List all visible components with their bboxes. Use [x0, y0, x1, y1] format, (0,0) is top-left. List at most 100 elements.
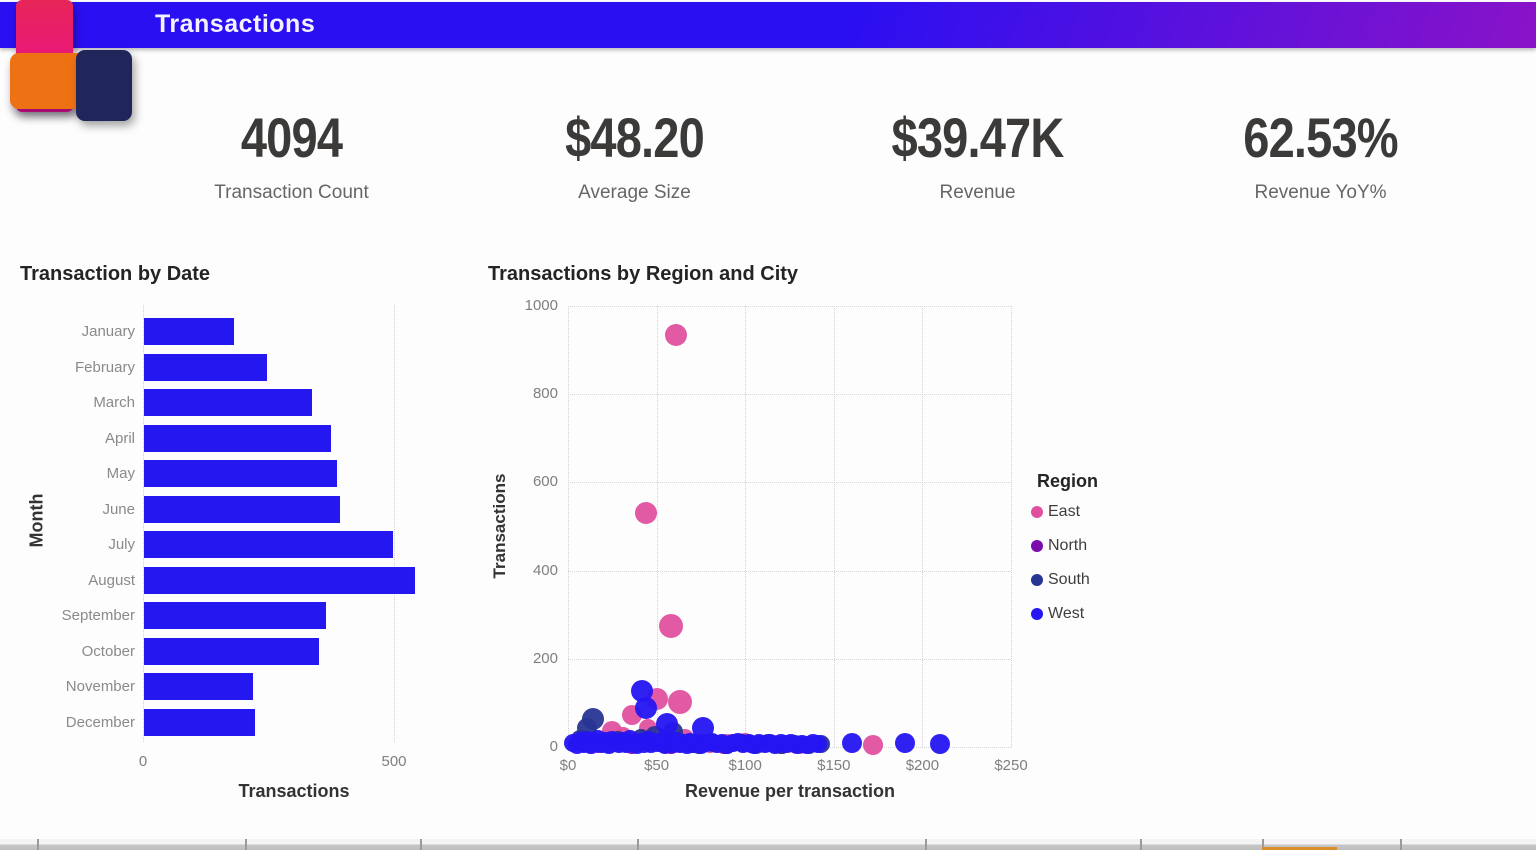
scatter-h-gridline: [568, 570, 1011, 572]
bar-gridline: [394, 305, 395, 742]
scatter-point-west[interactable]: [841, 733, 862, 754]
legend-dot-west: [1031, 608, 1043, 620]
scatter-x-tick: $150: [817, 757, 851, 774]
month-label-may: May: [106, 465, 135, 482]
legend-dot-east: [1031, 506, 1043, 518]
bar-chart-x-axis-title: Transactions: [238, 781, 350, 801]
bar-october[interactable]: [144, 637, 319, 665]
footer-divider: [420, 839, 422, 850]
bar-june[interactable]: [144, 495, 340, 523]
legend-label: West: [1048, 605, 1085, 622]
scatter-point-east[interactable]: [634, 502, 657, 525]
month-label-september: September: [61, 607, 135, 624]
logo-navy-tile: [76, 50, 132, 121]
footer-strip: [0, 839, 1536, 850]
page-title: Transactions: [155, 10, 316, 38]
kpi-card-revenue-yoy[interactable]: 62.53% Revenue YoY%: [1149, 100, 1492, 220]
scatter-x-tick: $250: [994, 757, 1028, 774]
scatter-h-gridline: [568, 482, 1011, 484]
scatter-x-tick: $200: [905, 757, 940, 774]
kpi-card-transaction-count[interactable]: 4094 Transaction Count: [120, 100, 463, 220]
scatter-chart-title: Transactions by Region and City: [488, 263, 799, 285]
month-label-march: March: [93, 394, 135, 411]
scatter-point-west[interactable]: [634, 697, 657, 720]
legend-dot-north: [1031, 540, 1043, 552]
footer-divider: [1400, 839, 1402, 850]
scatter-point-west[interactable]: [656, 712, 679, 735]
bar-january[interactable]: [144, 318, 235, 345]
scatter-point-east[interactable]: [862, 734, 883, 755]
scatter-y-tick: 400: [532, 561, 558, 579]
header-bar: Transactions: [0, 2, 1536, 48]
scatter-y-tick: 1000: [524, 297, 558, 314]
footer-divider: [637, 839, 639, 850]
month-label-february: February: [74, 358, 135, 376]
kpi-label: Transaction Count: [214, 182, 369, 203]
kpi-label: Revenue: [939, 182, 1016, 203]
month-label-october: October: [81, 642, 135, 660]
kpi-label: Average Size: [578, 182, 691, 203]
scatter-point-west[interactable]: [808, 735, 827, 754]
month-label-november: November: [65, 678, 135, 695]
scatter-y-tick: 0: [549, 738, 558, 755]
scatter-point-east[interactable]: [665, 323, 688, 346]
scatter-v-gridline: [745, 306, 747, 747]
legend-label: North: [1048, 537, 1088, 554]
scatter-x-tick: $100: [728, 757, 762, 774]
scatter-y-tick: 200: [532, 649, 558, 667]
scatter-h-gridline: [568, 306, 1011, 307]
kpi-value: 62.53%: [1243, 106, 1398, 169]
kpi-value: 4094: [240, 106, 343, 169]
scatter-x-tick: $50: [644, 757, 670, 774]
month-label-august: August: [88, 571, 135, 589]
bar-september[interactable]: [144, 602, 327, 629]
bar-x-tick: 500: [381, 753, 407, 770]
kpi-card-average-size[interactable]: $48.20 Average Size: [463, 100, 806, 220]
legend-item-south[interactable]: South: [1031, 569, 1090, 591]
scatter-y-axis-title: Transactions: [490, 473, 509, 579]
month-label-april: April: [104, 429, 135, 447]
footer-divider: [37, 839, 39, 850]
kpi-card-revenue[interactable]: $39.47K Revenue: [806, 100, 1149, 220]
kpi-value: $39.47K: [891, 106, 1065, 169]
bar-december[interactable]: [144, 708, 255, 736]
bar-february[interactable]: [144, 353, 267, 381]
scatter-v-gridline: [568, 306, 569, 747]
scatter-x-tick: $0: [559, 757, 577, 774]
legend-title: Region: [1037, 471, 1098, 491]
scatter-v-gridline: [922, 306, 924, 747]
bar-x-tick: 0: [138, 753, 148, 770]
bar-chart-y-axis-title: Month: [26, 493, 47, 548]
scatter-point-east[interactable]: [658, 613, 683, 638]
scatter-v-gridline: [833, 306, 835, 747]
bar-march[interactable]: [144, 389, 313, 416]
scatter-point-west[interactable]: [930, 734, 951, 755]
footer-divider: [245, 839, 247, 850]
bar-august[interactable]: [144, 566, 416, 594]
bar-chart-title: Transaction by Date: [20, 263, 211, 285]
scatter-x-axis-title: Revenue per transaction: [684, 781, 896, 801]
footer-divider: [1262, 839, 1264, 850]
scatter-point-west[interactable]: [631, 680, 654, 703]
scatter-point-east[interactable]: [667, 690, 692, 715]
month-label-december: December: [65, 713, 135, 731]
footer-divider: [925, 839, 927, 850]
scatter-v-gridline: [1011, 306, 1012, 747]
scatter-y-tick: 600: [532, 473, 558, 491]
scatter-h-gridline: [568, 658, 1011, 660]
legend-item-west[interactable]: West: [1031, 603, 1084, 625]
scatter-y-tick: 800: [532, 385, 558, 403]
legend-label: East: [1048, 503, 1081, 520]
legend-dot-south: [1031, 574, 1043, 586]
legend-item-east[interactable]: East: [1031, 501, 1080, 523]
legend-item-north[interactable]: North: [1031, 535, 1087, 557]
legend-label: South: [1048, 571, 1090, 588]
bar-april[interactable]: [144, 424, 331, 452]
bar-july[interactable]: [144, 531, 394, 558]
bar-may[interactable]: [144, 460, 338, 487]
bar-november[interactable]: [144, 673, 254, 700]
scatter-point-west[interactable]: [894, 733, 915, 754]
footer-accent-bar: [1262, 847, 1337, 850]
kpi-value: $48.20: [565, 106, 705, 169]
